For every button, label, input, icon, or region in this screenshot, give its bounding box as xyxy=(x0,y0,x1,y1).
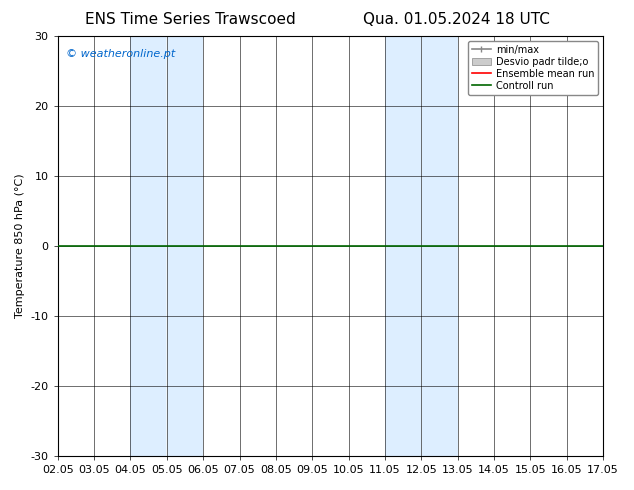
Text: ENS Time Series Trawscoed: ENS Time Series Trawscoed xyxy=(85,12,295,27)
Bar xyxy=(420,36,422,456)
Text: © weatheronline.pt: © weatheronline.pt xyxy=(66,49,175,59)
Y-axis label: Temperature 850 hPa (°C): Temperature 850 hPa (°C) xyxy=(15,174,25,318)
Text: Qua. 01.05.2024 18 UTC: Qua. 01.05.2024 18 UTC xyxy=(363,12,550,27)
Bar xyxy=(131,36,166,456)
Legend: min/max, Desvio padr tilde;o, Ensemble mean run, Controll run: min/max, Desvio padr tilde;o, Ensemble m… xyxy=(468,41,598,95)
Bar xyxy=(385,36,420,456)
Bar xyxy=(166,36,167,456)
Bar xyxy=(422,36,458,456)
Bar xyxy=(167,36,203,456)
